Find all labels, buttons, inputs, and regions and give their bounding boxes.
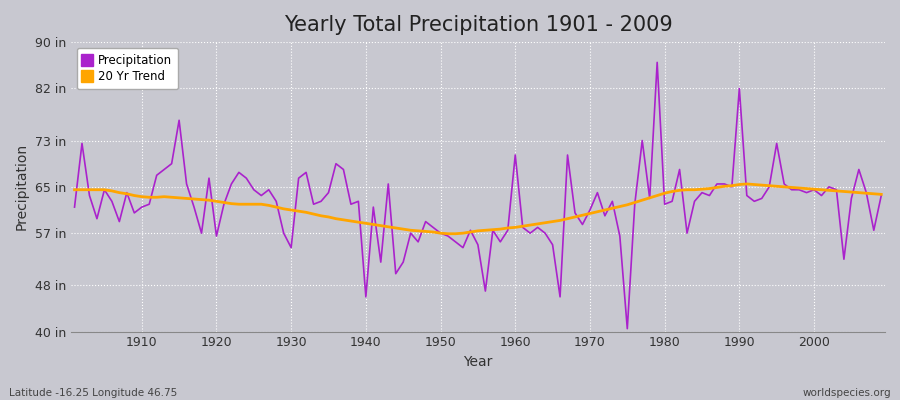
Y-axis label: Precipitation: Precipitation [15, 143, 29, 230]
Title: Yearly Total Precipitation 1901 - 2009: Yearly Total Precipitation 1901 - 2009 [284, 15, 672, 35]
X-axis label: Year: Year [464, 355, 492, 369]
Text: Latitude -16.25 Longitude 46.75: Latitude -16.25 Longitude 46.75 [9, 388, 177, 398]
Legend: Precipitation, 20 Yr Trend: Precipitation, 20 Yr Trend [76, 48, 178, 89]
Text: worldspecies.org: worldspecies.org [803, 388, 891, 398]
